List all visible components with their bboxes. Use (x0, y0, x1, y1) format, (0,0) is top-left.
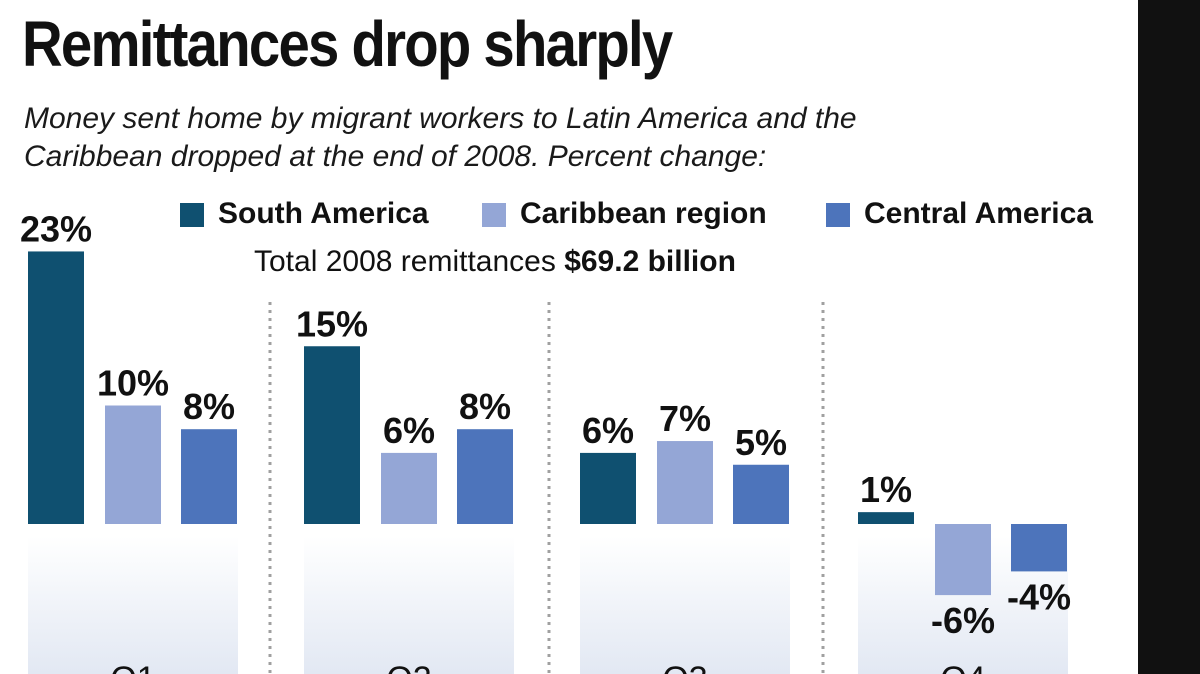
data-label-q1-central-america: 8% (183, 386, 235, 427)
bar-q4-caribbean-region (935, 524, 991, 596)
bar-q1-caribbean-region (105, 405, 161, 524)
side-strip (1138, 0, 1200, 674)
data-label-q2-central-america: 8% (459, 386, 511, 427)
data-label-q1-south-america: 23% (20, 208, 92, 249)
data-label-q4-central-america: -4% (1007, 576, 1071, 617)
bar-q3-caribbean-region (657, 441, 713, 524)
x-tick-label-q4: Q4 (940, 660, 985, 674)
legend-swatch-caribbean-region (482, 203, 506, 227)
bar-q4-central-america (1011, 524, 1067, 572)
chart-subtitle-line-2: Caribbean dropped at the end of 2008. Pe… (24, 140, 767, 173)
bar-q1-south-america (28, 251, 84, 524)
bar-q3-central-america (733, 464, 789, 524)
total-remittances-label: Total 2008 remittances (254, 245, 556, 278)
quarter-panel-q1 (28, 536, 238, 674)
bar-q2-south-america (304, 346, 360, 524)
data-label-q2-south-america: 15% (296, 303, 368, 344)
legend-label-central-america: Central America (864, 197, 1093, 230)
quarter-panel-q3 (580, 536, 790, 674)
bar-chart: 23% 15% 6% 1% 10% 6% 7% -6% 8% 8% 5% -4% Q1 Q2 Q3 Q4 (20, 208, 1071, 674)
total-remittances-value: $69.2 billion (564, 245, 736, 278)
bar-q2-caribbean-region (381, 452, 437, 524)
data-label-q1-caribbean-region: 10% (97, 363, 169, 404)
x-tick-label-q3: Q3 (662, 660, 707, 674)
data-label-q4-south-america: 1% (860, 469, 912, 510)
bar-q2-central-america (457, 429, 513, 524)
x-tick-label-q1: Q1 (110, 660, 155, 674)
bar-q3-south-america (580, 452, 636, 524)
data-label-q3-caribbean-region: 7% (659, 398, 711, 439)
total-remittances-note: Total 2008 remittances $69.2 billion (254, 244, 736, 280)
chart-title: Remittances drop sharply (22, 8, 673, 80)
chart-subtitle-line-1: Money sent home by migrant workers to La… (24, 102, 857, 135)
legend-swatch-central-america (826, 203, 850, 227)
bar-q1-central-america (181, 429, 237, 524)
data-label-q4-caribbean-region: -6% (931, 600, 995, 641)
data-label-q3-central-america: 5% (735, 422, 787, 463)
legend-label-south-america: South America (218, 197, 429, 230)
x-tick-label-q2: Q2 (386, 660, 431, 674)
data-label-q2-caribbean-region: 6% (383, 410, 435, 451)
legend-swatch-south-america (180, 203, 204, 227)
bar-q4-south-america (858, 512, 914, 524)
quarter-panel-q2 (304, 536, 514, 674)
data-label-q3-south-america: 6% (582, 410, 634, 451)
legend-label-caribbean-region: Caribbean region (520, 197, 767, 230)
